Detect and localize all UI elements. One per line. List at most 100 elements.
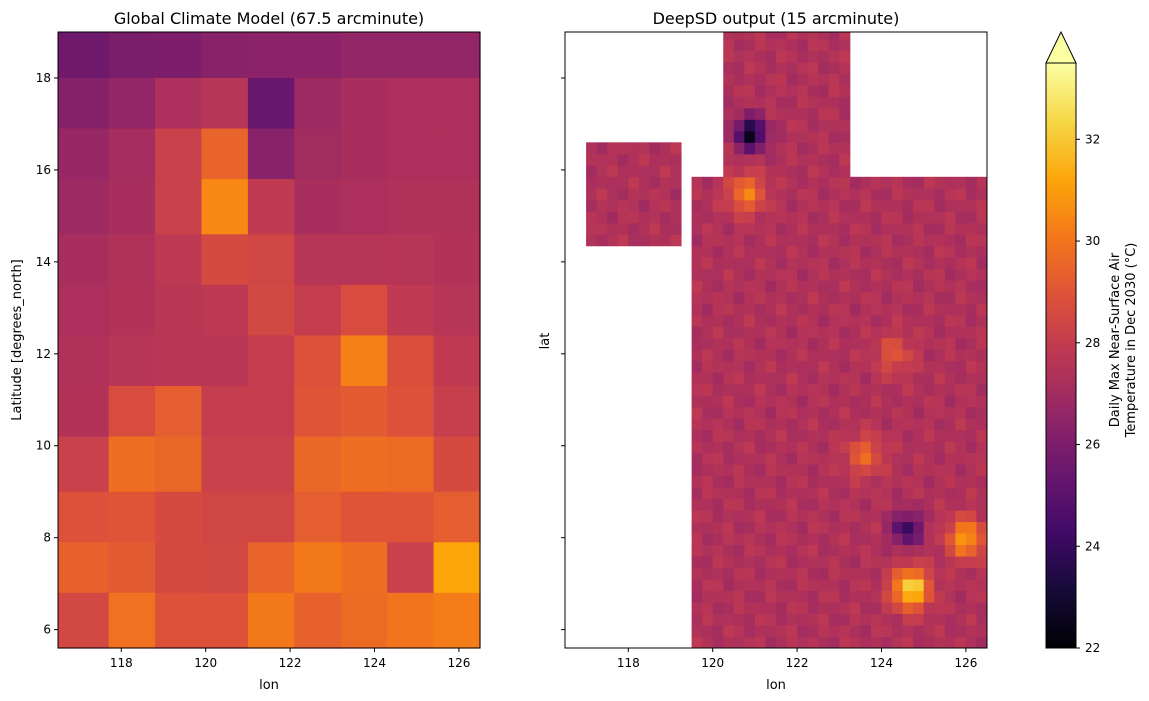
deepsd-cell — [744, 130, 756, 143]
deepsd-panel: DeepSD output (15 arcminute) 118 120 122 12… — [538, 9, 988, 693]
deepsd-cell — [923, 383, 935, 396]
deepsd-cell — [691, 245, 703, 258]
deepsd-cell — [786, 418, 798, 431]
deepsd-cell — [818, 130, 830, 143]
deepsd-cell — [913, 556, 925, 569]
deepsd-cell — [934, 556, 946, 569]
deepsd-cell — [913, 464, 925, 477]
deepsd-cell — [881, 176, 893, 189]
deepsd-cell — [797, 326, 809, 339]
deepsd-cell — [586, 188, 598, 201]
deepsd-cell — [818, 429, 830, 442]
deepsd-cell — [754, 590, 766, 603]
deepsd-cell — [797, 84, 809, 97]
deepsd-cell — [839, 73, 851, 86]
deepsd-cell — [712, 475, 724, 488]
deepsd-cell — [955, 464, 967, 477]
deepsd-cell — [659, 199, 671, 212]
deepsd-cell — [923, 406, 935, 419]
gcm-cell — [201, 491, 249, 543]
deepsd-cell — [849, 234, 861, 247]
deepsd-cell — [776, 544, 788, 557]
deepsd-cell — [712, 602, 724, 615]
deepsd-cell — [923, 590, 935, 603]
colorbar-outline — [1045, 63, 1077, 649]
deepsd-cell — [786, 84, 798, 97]
deepsd-cell — [797, 32, 809, 40]
deepsd-cell — [776, 429, 788, 442]
gcm-cell — [387, 592, 435, 649]
deepsd-cell — [892, 579, 904, 592]
deepsd-cell — [723, 406, 735, 419]
deepsd-cell — [965, 372, 977, 385]
deepsd-cell — [628, 211, 640, 224]
deepsd-cell — [638, 188, 650, 201]
deepsd-cell — [870, 636, 882, 649]
deepsd-cell — [797, 567, 809, 580]
deepsd-cell — [828, 165, 840, 178]
deepsd-cell — [733, 291, 745, 304]
deepsd-cell — [870, 590, 882, 603]
deepsd-cell — [723, 303, 735, 316]
deepsd-cell — [797, 38, 809, 51]
deepsd-cell — [892, 199, 904, 212]
deepsd-cell — [965, 383, 977, 396]
deepsd-cell — [902, 291, 914, 304]
deepsd-cell — [818, 590, 830, 603]
deepsd-cell — [691, 441, 703, 454]
deepsd-cell — [849, 475, 861, 488]
deepsd-cell — [976, 314, 988, 327]
deepsd-cell — [839, 119, 851, 132]
deepsd-cell — [733, 50, 745, 63]
deepsd-cell — [881, 222, 893, 235]
deepsd-cell — [765, 544, 777, 557]
deepsd-cell — [754, 579, 766, 592]
deepsd-cell — [870, 521, 882, 534]
deepsd-cell — [934, 280, 946, 293]
deepsd-cell — [786, 38, 798, 51]
deepsd-cell — [691, 326, 703, 339]
deepsd-cell — [976, 429, 988, 442]
deepsd-x-tick-label: 122 — [786, 656, 809, 670]
deepsd-cell — [733, 176, 745, 189]
deepsd-cell — [744, 418, 756, 431]
deepsd-cell — [902, 222, 914, 235]
deepsd-cell — [913, 349, 925, 362]
deepsd-cell — [744, 222, 756, 235]
deepsd-cell — [649, 188, 661, 201]
gcm-axes-frame — [57, 31, 481, 649]
deepsd-cell — [849, 406, 861, 419]
deepsd-cell — [712, 510, 724, 523]
deepsd-cell — [934, 441, 946, 454]
deepsd-cell — [976, 487, 988, 500]
deepsd-cell — [828, 590, 840, 603]
deepsd-cell — [607, 165, 619, 178]
deepsd-cell — [797, 613, 809, 626]
deepsd-cell — [955, 452, 967, 465]
deepsd-cell — [902, 498, 914, 511]
gcm-cell — [201, 179, 249, 235]
deepsd-cell — [712, 360, 724, 373]
deepsd-cell — [744, 84, 756, 97]
deepsd-cell — [860, 199, 872, 212]
deepsd-cell — [691, 498, 703, 511]
deepsd-cell — [733, 590, 745, 603]
deepsd-cell — [902, 429, 914, 442]
deepsd-cell — [818, 73, 830, 86]
deepsd-cell — [839, 533, 851, 546]
deepsd-cell — [733, 326, 745, 339]
deepsd-cell — [955, 602, 967, 615]
gcm-cell — [58, 32, 110, 79]
deepsd-cell — [733, 452, 745, 465]
deepsd-cell — [913, 533, 925, 546]
deepsd-cell — [754, 567, 766, 580]
deepsd-cell — [776, 142, 788, 155]
deepsd-cell — [797, 406, 809, 419]
deepsd-cell — [765, 291, 777, 304]
deepsd-cell — [860, 406, 872, 419]
deepsd-cell — [881, 429, 893, 442]
deepsd-cell — [860, 360, 872, 373]
gcm-x-tick-label: 120 — [194, 656, 217, 670]
deepsd-cell — [955, 579, 967, 592]
deepsd-cell — [976, 406, 988, 419]
